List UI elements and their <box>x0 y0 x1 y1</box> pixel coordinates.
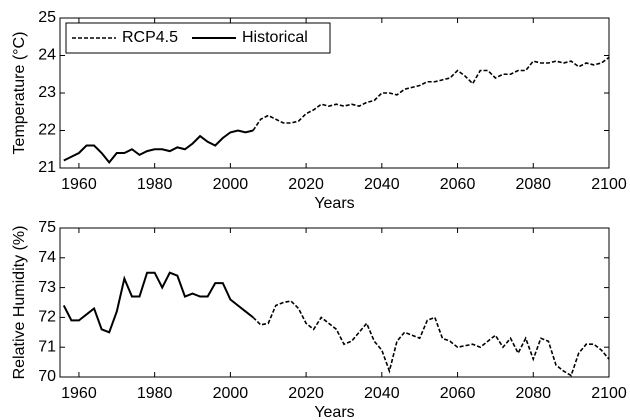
y-tick-label: 75 <box>38 219 56 236</box>
y-tick-label: 72 <box>38 309 56 326</box>
y-tick-label: 23 <box>38 84 56 101</box>
x-tick-label: 2040 <box>364 176 400 193</box>
x-tick-label: 2000 <box>213 385 249 402</box>
x-tick-label: 2060 <box>440 176 476 193</box>
y-axis-label: Relative Humidity (%) <box>11 226 28 380</box>
x-tick-label: 2100 <box>591 385 627 402</box>
x-tick-label: 1960 <box>61 385 97 402</box>
x-tick-label: 1960 <box>61 176 97 193</box>
x-tick-label: 1980 <box>137 176 173 193</box>
y-tick-label: 21 <box>38 159 56 176</box>
y-tick-label: 71 <box>38 338 56 355</box>
x-tick-label: 2060 <box>440 385 476 402</box>
legend-label: RCP4.5 <box>122 29 178 46</box>
x-tick-label: 2080 <box>515 176 551 193</box>
y-tick-label: 22 <box>38 122 56 139</box>
x-axis-label: Years <box>314 195 354 212</box>
x-tick-label: 1980 <box>137 385 173 402</box>
x-axis-label: Years <box>314 404 354 420</box>
y-tick-label: 24 <box>38 47 56 64</box>
x-tick-label: 2020 <box>288 176 324 193</box>
x-tick-label: 2020 <box>288 385 324 402</box>
x-tick-label: 2000 <box>213 176 249 193</box>
subplot: 1960 1980 2000 2020 2040 2060 2080 2100 70 71 72 73… <box>11 219 627 420</box>
y-axis-label: Temperature (°C) <box>11 32 28 155</box>
legend-label: Historical <box>242 29 308 46</box>
data-line <box>252 56 610 131</box>
x-tick-label: 2040 <box>364 385 400 402</box>
x-tick-label: 2080 <box>515 385 551 402</box>
y-tick-label: 70 <box>38 368 56 385</box>
data-line <box>252 300 610 377</box>
subplot: 1960 1980 2000 2020 2040 2060 2080 2100 21 22 23 24… <box>11 9 627 212</box>
data-line <box>62 271 254 334</box>
plot-area <box>59 227 610 378</box>
y-tick-label: 73 <box>38 279 56 296</box>
y-tick-label: 74 <box>38 249 56 266</box>
x-tick-label: 2100 <box>591 176 627 193</box>
data-line <box>63 129 254 164</box>
y-tick-label: 25 <box>38 9 56 26</box>
